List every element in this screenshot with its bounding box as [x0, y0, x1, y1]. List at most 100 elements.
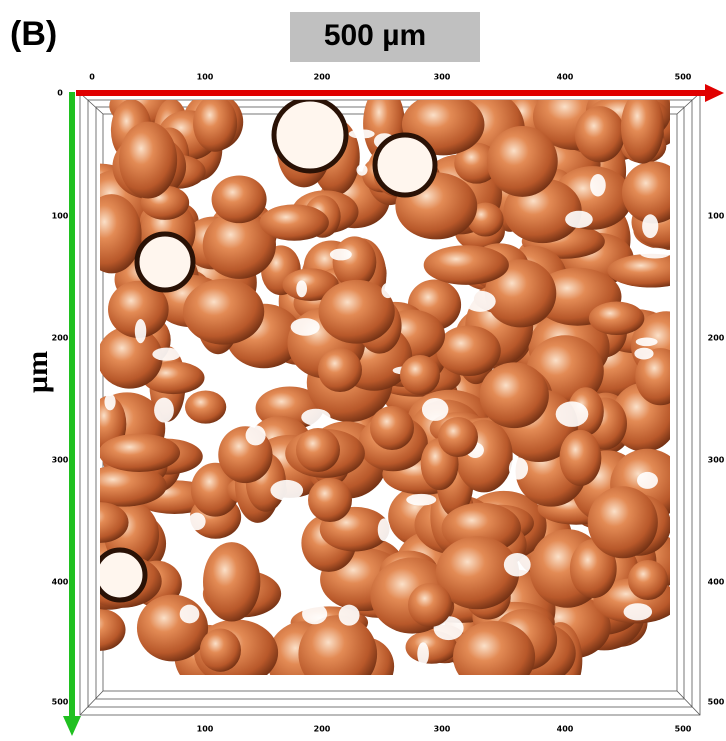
bottom-tick-label: 500: [675, 725, 692, 734]
right-tick-label: 500: [708, 698, 725, 707]
sphere: [628, 560, 668, 600]
pore: [104, 394, 115, 411]
pore: [302, 604, 327, 625]
pore: [349, 129, 375, 138]
pore: [590, 174, 606, 196]
copper-blob: [260, 204, 329, 240]
right-tick-label: 100: [708, 212, 725, 221]
pore: [634, 348, 653, 360]
copper-blob: [480, 362, 549, 428]
panel-label: (B): [10, 15, 57, 53]
y-arrow-head: [63, 716, 81, 736]
pore: [565, 211, 593, 228]
figure: (B) 500 µm µm 0 100 200 300 400 500 0 100 200 300…: [0, 0, 726, 736]
sphere: [370, 406, 414, 450]
pore: [291, 318, 320, 336]
bottom-tick-label: 200: [314, 725, 331, 734]
sphere: [438, 417, 478, 457]
copper-blob: [75, 609, 126, 651]
copper-blob: [588, 486, 658, 558]
open-sphere: [375, 135, 435, 195]
copper-blob: [203, 542, 260, 621]
open-sphere: [274, 99, 346, 171]
copper-blob: [424, 245, 509, 285]
sphere: [308, 478, 352, 522]
left-tick-label: 300: [52, 456, 69, 465]
pore: [296, 280, 307, 297]
pore: [378, 518, 391, 541]
pore: [556, 401, 589, 427]
top-tick-label: 0: [89, 73, 95, 82]
pore: [504, 553, 531, 577]
pore: [381, 283, 394, 298]
sphere: [408, 583, 452, 627]
bottom-tick-label: 100: [197, 725, 214, 734]
copper-blob: [99, 434, 180, 472]
left-tick-label: 500: [52, 698, 69, 707]
copper-blob: [185, 390, 226, 423]
right-tick-label: 300: [708, 456, 725, 465]
pore: [135, 319, 146, 343]
pore: [417, 642, 429, 665]
pore: [244, 130, 274, 146]
copper-blob: [212, 175, 267, 223]
top-tick-label: 300: [434, 73, 451, 82]
pore: [624, 603, 653, 620]
pore: [154, 398, 174, 423]
copper-blob: [436, 325, 500, 376]
scale-label: 500 µm: [324, 19, 426, 52]
copper-blob: [559, 430, 601, 486]
right-tick-label: 200: [708, 334, 725, 343]
pore: [246, 425, 266, 445]
pore: [356, 164, 367, 175]
left-tick-label: 200: [52, 334, 69, 343]
pore: [640, 248, 671, 259]
left-tick-label: 0: [57, 89, 63, 98]
top-tick-label: 200: [314, 73, 331, 82]
pore: [464, 291, 495, 312]
copper-blob: [453, 621, 535, 692]
copper-blob: [200, 629, 241, 672]
pore: [406, 494, 436, 506]
left-tick-label: 100: [52, 212, 69, 221]
copper-blob: [487, 126, 558, 197]
pore: [642, 214, 658, 238]
x-arrow-head: [705, 84, 724, 102]
pore: [637, 472, 658, 489]
axis-label: µm: [21, 351, 54, 393]
pore: [270, 480, 303, 501]
pore: [339, 605, 360, 626]
pore: [330, 249, 352, 261]
left-tick-label: 400: [52, 578, 69, 587]
copper-blob: [575, 106, 625, 162]
top-tick-label: 500: [675, 73, 692, 82]
pore: [301, 409, 330, 426]
sphere: [400, 355, 440, 395]
pore: [152, 348, 180, 361]
right-tick-label: 400: [708, 578, 725, 587]
copper-blob: [622, 161, 685, 223]
pore: [422, 398, 448, 421]
copper-blob: [621, 90, 664, 163]
pore: [223, 381, 251, 405]
copper-blob: [82, 194, 142, 273]
copper-blob: [183, 279, 264, 345]
porous-structure: [66, 79, 702, 698]
top-tick-label: 400: [557, 73, 574, 82]
pore: [636, 337, 658, 346]
pore: [509, 457, 528, 479]
copper-blob: [193, 95, 237, 151]
copper-blob: [589, 302, 644, 335]
copper-blob: [607, 254, 695, 288]
top-tick-label: 100: [197, 73, 214, 82]
bottom-tick-label: 300: [434, 725, 451, 734]
copper-blob: [137, 595, 208, 662]
pore: [180, 605, 200, 624]
copper-blob: [80, 465, 167, 507]
open-sphere: [95, 550, 145, 600]
pore: [188, 513, 206, 530]
sphere: [318, 348, 362, 392]
copper-blob: [298, 615, 377, 693]
copper-blob: [119, 122, 177, 199]
bottom-tick-label: 400: [557, 725, 574, 734]
